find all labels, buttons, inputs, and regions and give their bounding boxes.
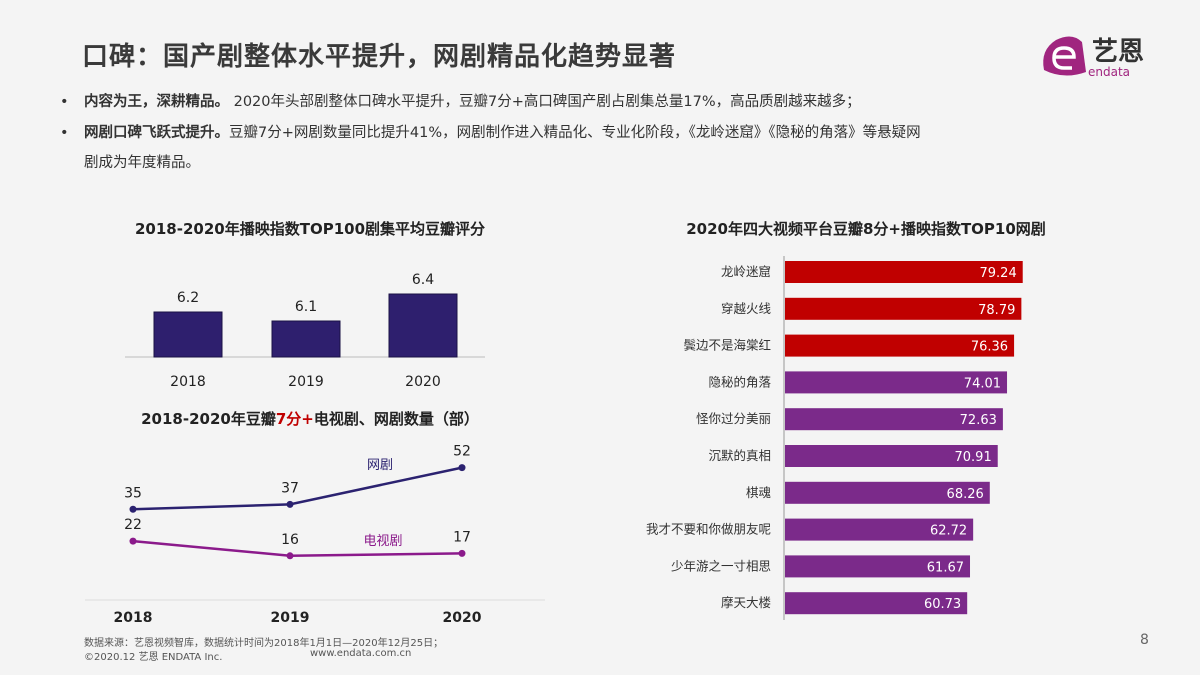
category-label: 龙岭迷窟 [721, 264, 771, 279]
x-tick-label: 2019 [288, 374, 324, 390]
data-label: 52 [453, 444, 471, 460]
data-label: 37 [281, 480, 299, 496]
bar [785, 481, 990, 504]
data-label: 35 [124, 485, 142, 501]
category-label: 棋魂 [746, 485, 771, 500]
bullet-2: • 网剧口碑飞跃式提升。豆瓣7分+网剧数量同比提升41%，网剧制作进入精品化、专业… [60, 125, 921, 141]
bullet-1: • 内容为王，深耕精品。 2020年头部剧整体口碑水平提升，豆瓣7分+高口碑国产剧… [60, 94, 861, 110]
endata-logo: 艺恩 endata [1040, 30, 1190, 80]
data-label: 16 [281, 532, 299, 548]
x-tick-label: 2018 [170, 374, 206, 390]
data-point [129, 505, 137, 513]
data-label: 61.67 [927, 560, 964, 575]
bullet-bold: 网剧口碑飞跃式提升。 [84, 125, 229, 141]
data-point [286, 552, 294, 560]
page-number: 8 [1140, 632, 1149, 648]
bar [388, 293, 458, 358]
data-point [458, 464, 466, 472]
website-link[interactable]: www.endata.com.cn [310, 648, 412, 659]
series-label: 电视剧 [363, 534, 402, 549]
page-title: 口碑：国产剧整体水平提升，网剧精品化趋势显著 [82, 42, 677, 72]
title-part: 2018-2020年豆瓣 [141, 410, 276, 428]
copyright: ©2020.12 艺恩 ENDATA Inc. [84, 652, 223, 663]
bar [785, 297, 1022, 320]
bar [785, 261, 1023, 283]
svg-text:endata: endata [1088, 65, 1130, 79]
bar [785, 555, 971, 578]
bar [153, 311, 223, 358]
data-label: 22 [124, 517, 142, 533]
data-label: 79.24 [980, 266, 1017, 281]
bar [785, 518, 974, 541]
category-label: 隐秘的角落 [708, 374, 771, 389]
series-label: 网剧 [367, 458, 393, 473]
bar [271, 320, 341, 358]
hbar-chart-title: 2020年四大视频平台豆瓣8分+播映指数TOP10网剧 [686, 220, 1046, 238]
title-part: 电视剧、网剧数量（部） [313, 410, 479, 428]
x-tick-label: 2018 [114, 610, 153, 626]
category-label: 鬓边不是海棠红 [683, 338, 771, 353]
data-label: 76.36 [971, 340, 1008, 355]
title-highlight: 7分+ [275, 410, 314, 428]
data-point [286, 500, 294, 508]
bar [785, 592, 968, 615]
data-point [458, 549, 466, 557]
source-note: 数据来源：艺恩视频智库，数据统计时间为2018年1月1日—2020年12月25日… [84, 638, 444, 649]
data-label: 6.2 [177, 290, 199, 306]
bar [785, 334, 1015, 357]
data-label: 60.73 [924, 597, 961, 612]
data-label: 70.91 [955, 450, 992, 465]
data-point [129, 537, 137, 545]
data-label: 68.26 [947, 487, 984, 502]
x-tick-label: 2020 [405, 374, 441, 390]
svg-text:艺恩: 艺恩 [1092, 37, 1144, 67]
data-label: 17 [453, 529, 471, 545]
data-label: 6.1 [295, 299, 317, 315]
data-label: 62.72 [930, 524, 967, 539]
bar [785, 445, 998, 467]
x-tick-label: 2020 [443, 610, 482, 626]
bullet-text: 豆瓣7分+网剧数量同比提升41%，网剧制作进入精品化、专业化阶段，《龙岭迷窟》《… [229, 125, 921, 141]
category-label: 沉默的真相 [708, 448, 771, 463]
category-label: 怪你过分美丽 [696, 411, 771, 426]
category-label: 摩天大楼 [721, 595, 771, 610]
data-label: 78.79 [978, 303, 1015, 318]
bar [785, 371, 1008, 394]
x-tick-label: 2019 [271, 610, 310, 626]
bar [785, 408, 1003, 431]
data-label: 74.01 [964, 376, 1001, 391]
line-chart-title: 2018-2020年豆瓣7分+电视剧、网剧数量（部） [141, 408, 479, 429]
bullet-text: 2020年头部剧整体口碑水平提升，豆瓣7分+高口碑国产剧占剧集总量17%，高品质… [233, 94, 861, 110]
bullet-2-cont: 剧成为年度精品。 [84, 155, 200, 171]
data-label: 72.63 [960, 413, 997, 428]
category-label: 穿越火线 [721, 301, 772, 316]
category-label: 少年游之一寸相思 [671, 558, 771, 573]
bar-chart-title: 2018-2020年播映指数TOP100剧集平均豆瓣评分 [134, 220, 486, 238]
category-label: 我才不要和你做朋友呢 [646, 522, 771, 537]
bullet-bold: 内容为王，深耕精品。 [84, 94, 229, 110]
data-label: 6.4 [412, 272, 434, 288]
